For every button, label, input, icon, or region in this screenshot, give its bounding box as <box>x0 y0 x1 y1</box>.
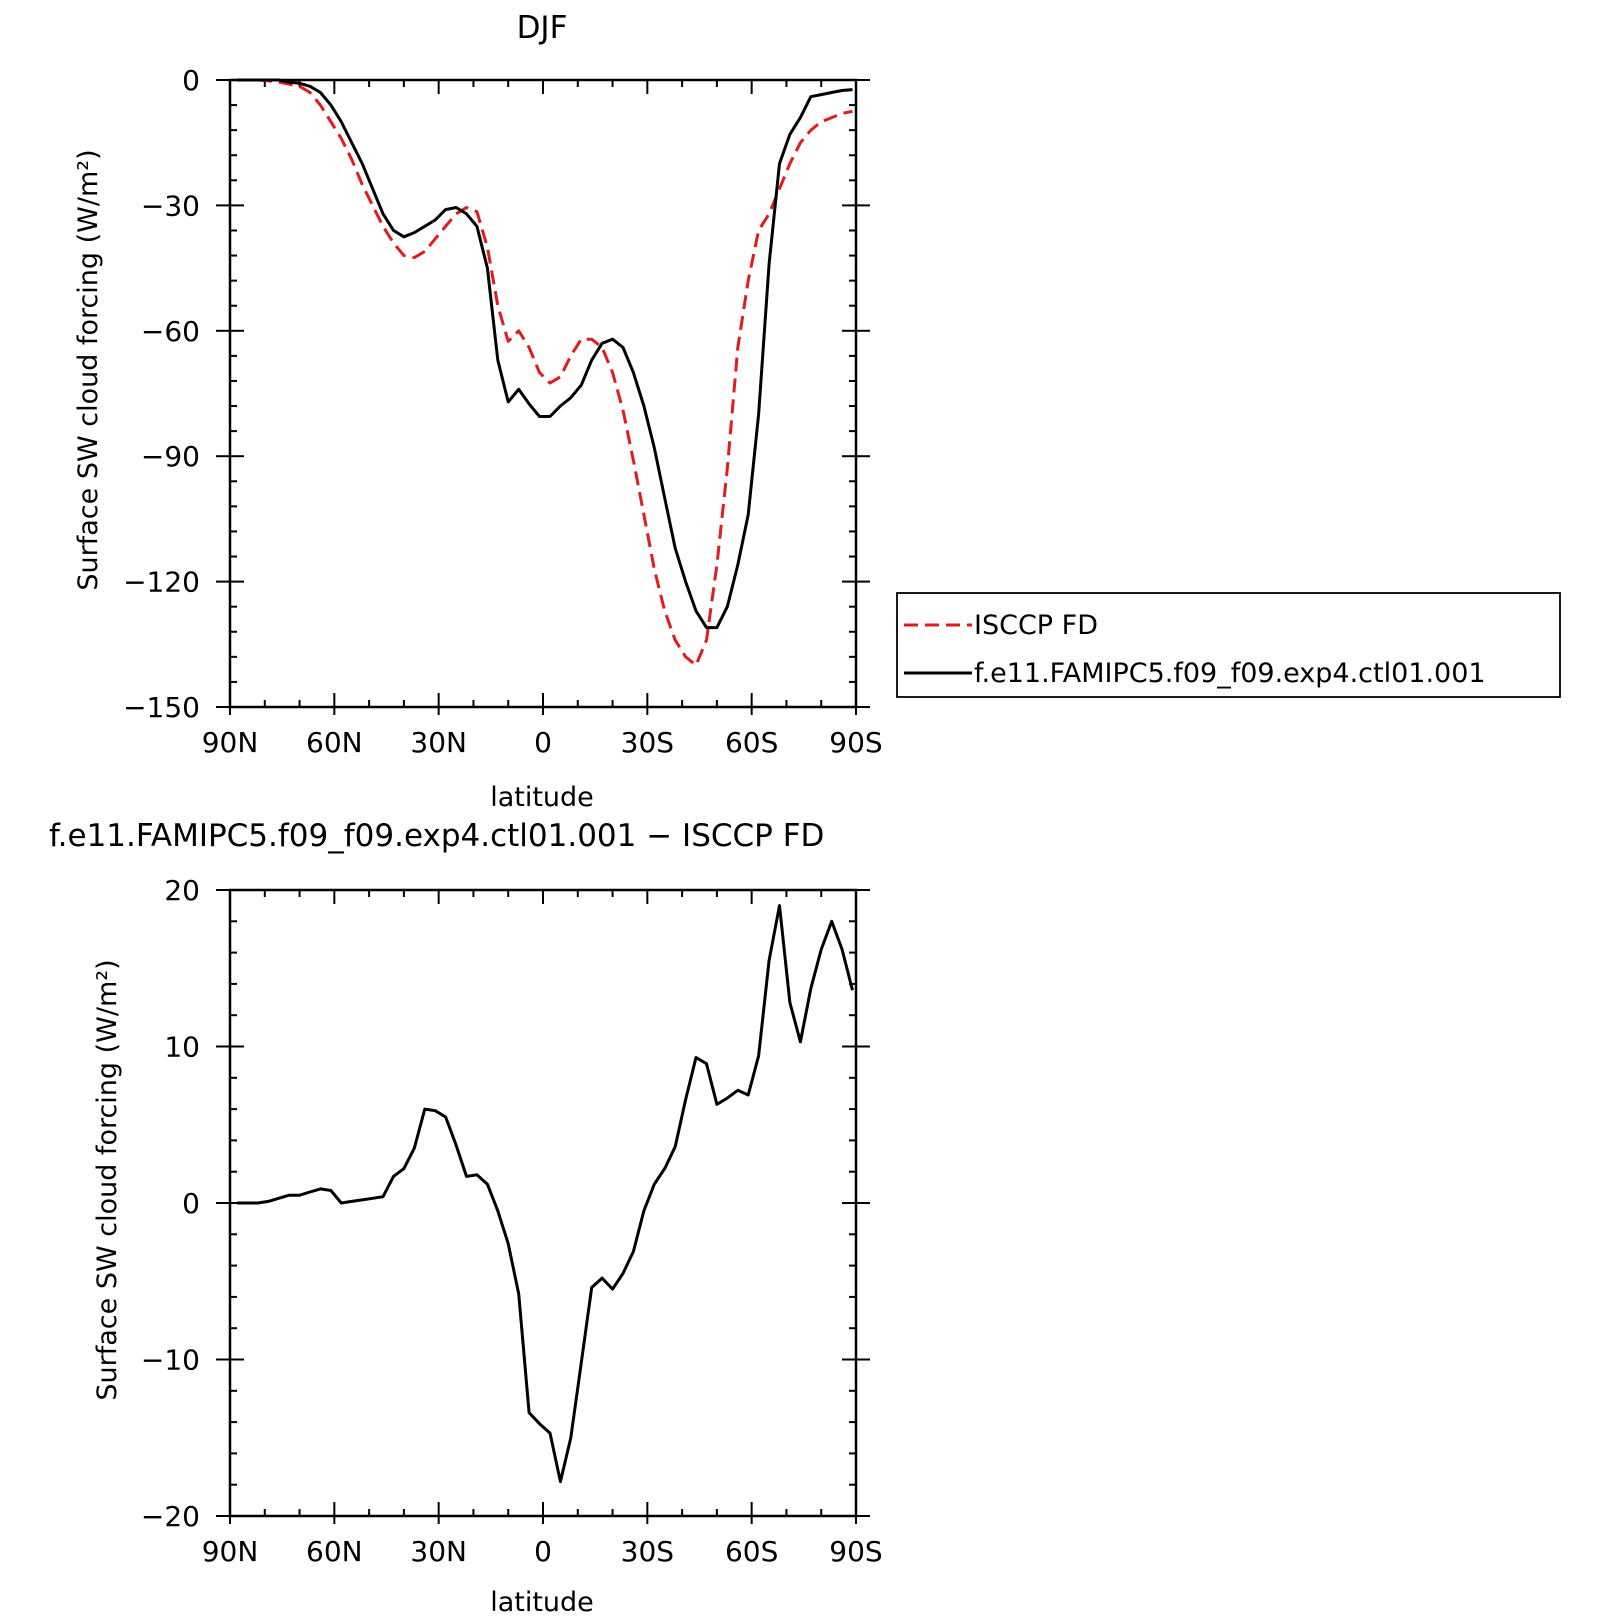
plot-frame <box>228 78 858 709</box>
plot-frame <box>228 888 858 1518</box>
x-tick-label: 90N <box>202 1535 259 1568</box>
x-tick-label: 0 <box>534 726 552 759</box>
y-tick-label: −150 <box>123 691 200 724</box>
y-axis-label: Surface SW cloud forcing (W/m²) <box>92 959 123 1400</box>
x-tick-label: 30N <box>410 1535 467 1568</box>
x-tick-label: 0 <box>534 1535 552 1568</box>
ticks: 90N 60N 30N 0 30S 60S 90S 20 10 0 −10 −20 <box>141 874 883 1568</box>
series-line-0 <box>237 78 853 667</box>
series-layer <box>237 904 854 1484</box>
y-tick-label: 10 <box>164 1031 200 1064</box>
x-tick-label: 60N <box>306 726 363 759</box>
y-axis-label: Surface SW cloud forcing (W/m²) <box>73 149 104 590</box>
panel-difference: f.e11.FAMIPC5.f09_f09.exp4.ctl01.001 − I… <box>49 818 883 1618</box>
legend: ISCCP FD f.e11.FAMIPC5.f09_f09.exp4.ctl0… <box>896 592 1561 698</box>
y-tick-label: 0 <box>182 1187 200 1220</box>
x-axis-label: latitude <box>490 782 594 813</box>
ticks: 90N 60N 30N 0 30S 60S 90S 0 −30 −60 −90 −120 −150 <box>123 64 883 759</box>
x-tick-label: 60N <box>306 1535 363 1568</box>
y-tick-label: −90 <box>141 440 200 473</box>
legend-box <box>896 592 1561 698</box>
panel-title: DJF <box>517 10 568 46</box>
panel-title: f.e11.FAMIPC5.f09_f09.exp4.ctl01.001 − I… <box>49 818 824 854</box>
series-line-1 <box>237 78 853 630</box>
x-tick-label: 90S <box>829 1535 882 1568</box>
series-line-0 <box>237 904 854 1484</box>
legend-label-model: f.e11.FAMIPC5.f09_f09.exp4.ctl01.001 <box>974 658 1486 689</box>
y-tick-label: 0 <box>182 64 200 97</box>
x-axis-label: latitude <box>490 1587 594 1618</box>
x-tick-label: 60S <box>725 726 778 759</box>
x-tick-label: 30S <box>621 726 674 759</box>
y-tick-label: −20 <box>141 1500 200 1533</box>
x-tick-label: 30N <box>410 726 467 759</box>
y-tick-label: 20 <box>164 874 200 907</box>
legend-label-isccp-fd: ISCCP FD <box>974 610 1098 641</box>
x-tick-label: 90S <box>829 726 882 759</box>
series-layer <box>237 78 853 667</box>
x-tick-label: 60S <box>725 1535 778 1568</box>
x-tick-label: 30S <box>621 1535 674 1568</box>
panel-djf: DJF Surface SW cloud forcing (W/m²) lati… <box>73 10 883 813</box>
x-tick-label: 90N <box>202 726 259 759</box>
y-tick-label: −10 <box>141 1344 200 1377</box>
y-tick-label: −60 <box>141 315 200 348</box>
y-tick-label: −30 <box>141 189 200 222</box>
y-tick-label: −120 <box>123 566 200 599</box>
